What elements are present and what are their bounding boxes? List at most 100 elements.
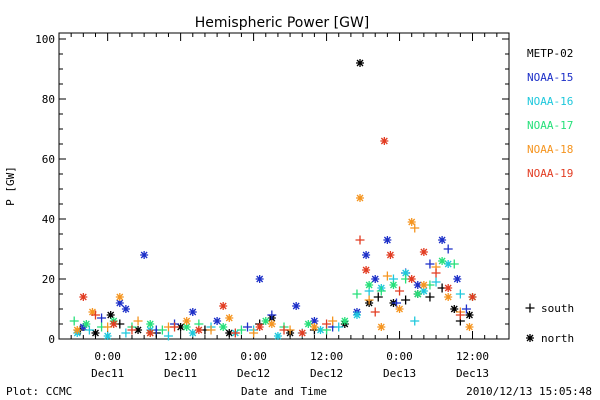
north-point bbox=[526, 334, 534, 342]
x-tick-date-label: Dec12 bbox=[237, 367, 270, 380]
south-point bbox=[425, 259, 435, 269]
y-tick-label: 0 bbox=[48, 333, 55, 346]
south-point bbox=[230, 328, 240, 338]
series-metp-02 bbox=[75, 59, 474, 338]
x-tick-time-label: 12:00 bbox=[310, 350, 343, 363]
south-point bbox=[370, 307, 380, 317]
north-point bbox=[273, 332, 282, 340]
north-point bbox=[356, 59, 365, 67]
north-point bbox=[103, 332, 112, 340]
north-point bbox=[225, 329, 234, 337]
north-point bbox=[182, 323, 191, 331]
north-point bbox=[419, 248, 428, 256]
north-point bbox=[213, 317, 222, 325]
south-point bbox=[425, 292, 435, 302]
north-point bbox=[444, 293, 453, 301]
south-point bbox=[395, 286, 405, 296]
south-point bbox=[443, 244, 453, 254]
north-point bbox=[395, 305, 404, 313]
legend-item-noaa-19: NOAA-19 bbox=[527, 167, 573, 180]
x-tick-time-label: 0:00 bbox=[240, 350, 267, 363]
plot-credit: Plot: CCMC bbox=[6, 385, 72, 398]
north-point bbox=[134, 326, 143, 334]
south-point bbox=[157, 325, 167, 335]
north-point bbox=[380, 137, 389, 145]
y-tick-label: 80 bbox=[42, 93, 55, 106]
north-point bbox=[365, 281, 374, 289]
north-point bbox=[377, 323, 386, 331]
south-point bbox=[410, 223, 420, 233]
south-point bbox=[525, 303, 535, 313]
legend-item-noaa-15: NOAA-15 bbox=[527, 71, 573, 84]
north-point bbox=[182, 317, 191, 325]
north-point bbox=[194, 326, 203, 334]
legend-item-noaa-17: NOAA-17 bbox=[527, 119, 573, 132]
north-point bbox=[362, 266, 371, 274]
legend-item-noaa-16: NOAA-16 bbox=[527, 95, 573, 108]
south-point bbox=[449, 259, 459, 269]
north-point bbox=[267, 320, 276, 328]
north-point bbox=[419, 281, 428, 289]
south-point bbox=[103, 322, 113, 332]
north-point bbox=[176, 323, 185, 331]
north-point bbox=[121, 305, 130, 313]
x-tick-date-label: Dec13 bbox=[456, 367, 489, 380]
south-point bbox=[401, 295, 411, 305]
y-tick-label: 100 bbox=[35, 33, 55, 46]
north-point bbox=[261, 317, 270, 325]
north-point bbox=[316, 326, 325, 334]
north-point bbox=[225, 314, 234, 322]
legend-item-noaa-18: NOAA-18 bbox=[527, 143, 573, 156]
legend-marker-north bbox=[526, 334, 534, 342]
north-point bbox=[413, 290, 422, 298]
north-point bbox=[453, 275, 462, 283]
y-tick-label: 40 bbox=[42, 213, 55, 226]
north-point bbox=[219, 323, 228, 331]
north-point bbox=[407, 218, 416, 226]
south-point bbox=[392, 298, 401, 308]
south-point bbox=[376, 286, 386, 296]
north-point bbox=[188, 329, 197, 337]
north-point bbox=[146, 329, 155, 337]
north-point bbox=[438, 257, 447, 265]
north-point bbox=[310, 317, 319, 325]
north-point bbox=[298, 329, 307, 337]
north-point bbox=[255, 275, 264, 283]
series-noaa-18 bbox=[73, 194, 474, 338]
south-point bbox=[236, 325, 246, 335]
north-point bbox=[91, 329, 100, 337]
north-point bbox=[465, 311, 474, 319]
north-point bbox=[450, 305, 459, 313]
south-point bbox=[328, 316, 338, 326]
north-point bbox=[188, 308, 197, 316]
north-point bbox=[88, 308, 97, 316]
north-point bbox=[386, 251, 395, 259]
legend: METP-02 NOAA-15 NOAA-16 NOAA-17 NOAA-18 NOAA-… bbox=[525, 47, 574, 345]
x-tick-time-label: 0:00 bbox=[386, 350, 413, 363]
chart-title: Hemispheric Power [GW] bbox=[195, 15, 370, 31]
north-point bbox=[106, 311, 115, 319]
plot-frame bbox=[58, 32, 510, 340]
south-point bbox=[373, 292, 383, 302]
north-point bbox=[255, 323, 264, 331]
north-point bbox=[465, 323, 474, 331]
north-point bbox=[304, 320, 313, 328]
north-point bbox=[383, 236, 392, 244]
south-point bbox=[410, 316, 420, 326]
north-point bbox=[438, 236, 447, 244]
south-point bbox=[431, 277, 441, 287]
south-point bbox=[364, 295, 374, 305]
south-point bbox=[249, 328, 259, 338]
y-tick-label: 20 bbox=[42, 273, 55, 286]
south-point bbox=[455, 289, 465, 299]
south-point bbox=[69, 316, 79, 326]
north-point bbox=[419, 287, 428, 295]
north-point bbox=[413, 281, 422, 289]
north-point bbox=[444, 260, 453, 268]
south-point bbox=[121, 328, 131, 338]
x-tick-date-label: Dec11 bbox=[91, 367, 124, 380]
data-points bbox=[69, 59, 477, 341]
north-point bbox=[79, 293, 88, 301]
x-tick-time-label: 12:00 bbox=[164, 350, 197, 363]
south-point bbox=[163, 331, 173, 341]
